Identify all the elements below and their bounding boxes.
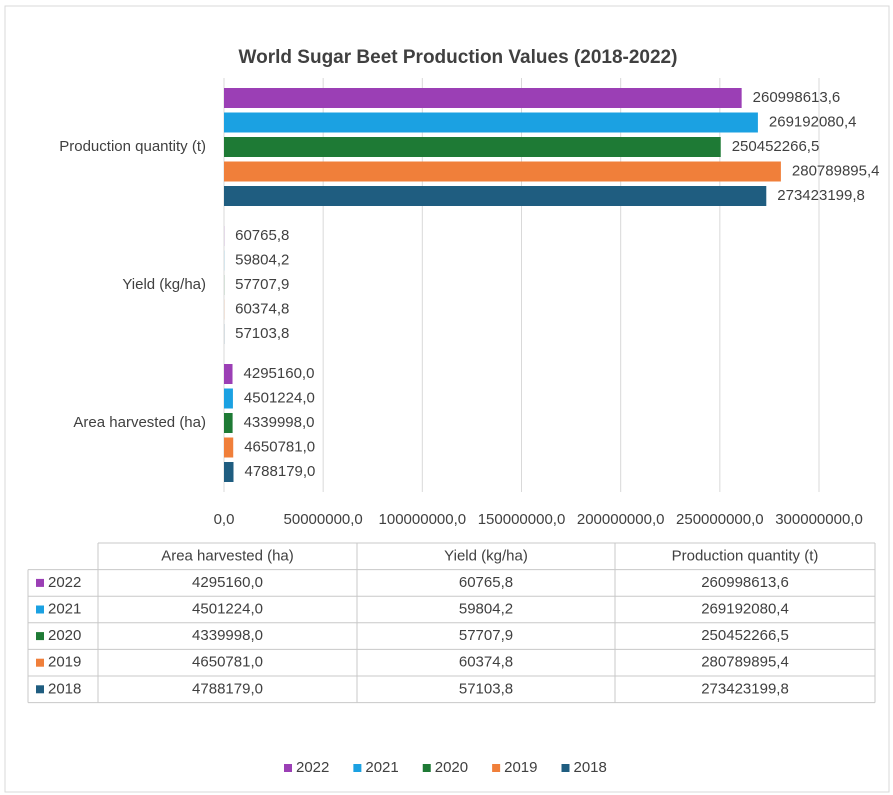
table-cell: 60765,8: [459, 574, 513, 591]
y-tick-label: Yield (kg/ha): [122, 276, 206, 293]
x-tick-label: 300000000,0: [775, 511, 863, 528]
bar: [224, 364, 233, 384]
legend-swatch: [561, 764, 570, 772]
y-tick-label: Area harvested (ha): [73, 414, 206, 431]
data-label: 4501224,0: [244, 389, 315, 406]
data-label: 250452266,5: [732, 138, 820, 155]
table-legend-key: [36, 605, 44, 614]
data-label: 60374,8: [235, 300, 289, 317]
data-label: 269192080,4: [769, 113, 857, 130]
table-header: Yield (kg/ha): [444, 547, 528, 564]
bar: [224, 137, 721, 157]
table-row-header: 2021: [48, 600, 81, 617]
table-cell: 4788179,0: [192, 680, 263, 697]
table-cell: 280789895,4: [701, 654, 789, 671]
table-header: Production quantity (t): [672, 547, 819, 564]
legend-label: 2021: [365, 759, 398, 776]
table-row-header: 2022: [48, 574, 81, 591]
legend-label: 2019: [504, 759, 537, 776]
data-label: 280789895,4: [792, 162, 880, 179]
table-cell: 250452266,5: [701, 627, 789, 644]
table-cell: 4339998,0: [192, 627, 263, 644]
legend-label: 2022: [296, 759, 329, 776]
data-label: 4650781,0: [244, 438, 315, 455]
bar: [224, 88, 742, 108]
table-row-header: 2019: [48, 654, 81, 671]
legend-swatch: [284, 764, 292, 772]
data-label: 57103,8: [235, 325, 289, 342]
data-label: 260998613,6: [753, 89, 841, 106]
table-legend-key: [36, 685, 44, 694]
x-tick-label: 150000000,0: [478, 511, 566, 528]
bar: [224, 388, 233, 409]
bar: [224, 112, 758, 133]
data-label: 59804,2: [235, 251, 289, 268]
table-cell: 269192080,4: [701, 600, 789, 617]
legend-swatch: [353, 764, 362, 772]
bar: [224, 186, 767, 206]
table-header: Area harvested (ha): [161, 547, 294, 564]
table-legend-key: [36, 578, 44, 587]
legend-label: 2018: [574, 759, 607, 776]
table-row-header: 2020: [48, 627, 81, 644]
data-label: 60765,8: [235, 227, 289, 244]
data-label: 4788179,0: [244, 463, 315, 480]
x-tick-label: 50000000,0: [284, 511, 363, 528]
table-cell: 4650781,0: [192, 654, 263, 671]
x-tick-label: 100000000,0: [379, 511, 467, 528]
table-legend-key: [36, 658, 44, 667]
data-label: 57707,9: [235, 276, 289, 293]
table-cell: 59804,2: [459, 600, 513, 617]
bar: [224, 161, 781, 182]
legend-label: 2020: [435, 759, 468, 776]
legend-swatch: [422, 764, 431, 772]
table-cell: 273423199,8: [701, 680, 789, 697]
data-label: 4295160,0: [244, 365, 315, 382]
table-row-header: 2018: [48, 680, 81, 697]
x-tick-label: 0,0: [214, 511, 235, 528]
y-tick-label: Production quantity (t): [59, 138, 206, 155]
table-legend-key: [36, 632, 44, 641]
legend-swatch: [492, 764, 501, 772]
table-cell: 60374,8: [459, 654, 513, 671]
chart-title: World Sugar Beet Production Values (2018…: [239, 47, 678, 68]
bar: [224, 437, 234, 458]
bar: [224, 462, 234, 482]
table-cell: 4295160,0: [192, 574, 263, 591]
table-cell: 260998613,6: [701, 574, 789, 591]
table-cell: 57707,9: [459, 627, 513, 644]
table-cell: 57103,8: [459, 680, 513, 697]
data-label: 273423199,8: [777, 187, 865, 204]
table-cell: 4501224,0: [192, 600, 263, 617]
bar: [224, 413, 233, 433]
x-tick-label: 200000000,0: [577, 511, 665, 528]
x-tick-label: 250000000,0: [676, 511, 764, 528]
data-label: 4339998,0: [244, 414, 315, 431]
